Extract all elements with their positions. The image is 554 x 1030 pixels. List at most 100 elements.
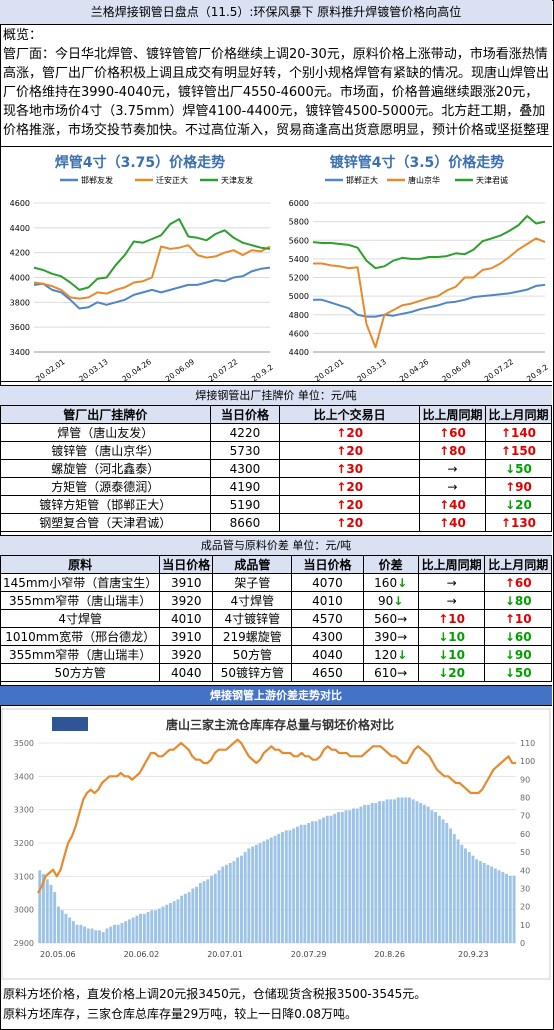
inventory-bar: [139, 913, 143, 943]
y-tick-label: 4400: [289, 348, 309, 357]
table-header-row: 原料 当日价格 成品管 当日价格 价差 比上周同期 比上月同期: [0, 555, 552, 574]
change-vs-last-month: ↓50: [484, 663, 552, 682]
inventory-bar: [157, 908, 161, 943]
change-vs-last-week: →: [417, 573, 486, 592]
inventory-bar: [393, 799, 397, 943]
table-row: 4寸焊管 4010 4寸镀锌管 4570 560→ ↑10 ↑10: [0, 609, 552, 628]
inventory-bar: [269, 837, 273, 943]
inventory-bar: [419, 803, 423, 943]
column-header: 比上周同期: [418, 405, 486, 424]
inventory-bar: [116, 924, 120, 943]
x-tick-label: 20.06.09: [440, 357, 473, 381]
x-tick-label: 20.04.26: [120, 357, 153, 381]
x-tick-label: 20.07.22: [483, 357, 516, 381]
change-vs-last-week: ↑10: [417, 609, 486, 628]
x-tick-label: 20.02.01: [34, 357, 67, 381]
inventory-bar: [501, 872, 505, 943]
inventory-bar: [404, 797, 408, 943]
inventory-bar: [389, 799, 393, 943]
y-right-tick-label: 80: [520, 794, 530, 803]
inventory-bar: [75, 924, 79, 943]
raw-material-price: 4040: [159, 663, 214, 682]
legend-label-1: 邯郸友发: [81, 175, 113, 185]
legend-label-3: 天津君诚: [476, 175, 508, 185]
inventory-bar: [479, 861, 482, 943]
x-tick-label: 20.03.13: [355, 357, 388, 381]
y-right-tick-label: 40: [520, 866, 530, 875]
column-header: 成品管: [212, 555, 293, 574]
brand-logo: [52, 717, 88, 731]
price-value: 4190: [209, 477, 281, 496]
x-tick-label: 20.02.01: [313, 357, 346, 381]
raw-material-price: 3910: [159, 627, 214, 646]
change-vs-last-week: →: [418, 477, 486, 496]
bottom-section-header: 焊接钢管上游价差走势对比: [0, 685, 552, 706]
product-name: 方矩管（源泰德润）: [0, 477, 211, 496]
change-vs-prev-day: ↑20: [279, 513, 420, 532]
inventory-bar: [86, 928, 90, 943]
inventory-bar: [183, 893, 187, 943]
raw-material-price: 4010: [159, 609, 214, 628]
inventory-bar: [426, 806, 430, 943]
inventory-bar: [266, 839, 270, 943]
series-line-1: [313, 283, 546, 318]
column-header: 价差: [362, 555, 419, 574]
inventory-bar: [296, 826, 299, 943]
column-header: 原料: [0, 555, 161, 574]
change-vs-last-week: ↓20: [417, 663, 486, 682]
inventory-bar: [482, 863, 486, 943]
chart-title: 焊管4寸（3.75）价格走势: [55, 154, 225, 171]
table-row: 355mm窄带（唐山瑞丰） 3920 4寸焊管 4010 90↓ → ↓80: [0, 591, 552, 610]
inventory-bar: [493, 868, 497, 943]
x-tick-label: 20.04.26: [398, 357, 431, 381]
inventory-bar: [154, 910, 158, 943]
inventory-bar: [247, 848, 251, 943]
inventory-bar: [355, 808, 359, 943]
raw-material-price: 3920: [159, 645, 214, 664]
change-vs-last-month: ↓20: [484, 495, 553, 514]
x-tick-label: 20.06.09: [164, 357, 197, 381]
y-right-tick-label: 100: [520, 757, 535, 766]
inventory-bar: [146, 912, 150, 943]
summary-section: 概览： 管厂面：今日华北焊管、镀锌管管厂价格继续上调20-30元，原料价格上涨带…: [3, 26, 551, 140]
raw-material-name: 4寸焊管: [0, 609, 161, 628]
column-header: 当日价格: [209, 405, 281, 424]
y-right-tick-label: 110: [520, 739, 535, 748]
inventory-bar: [512, 875, 516, 943]
table-header-row: 管厂出厂挂牌价 当日价格 比上个交易日 比上周同期 比上月同期: [0, 405, 553, 424]
spread-value: 120↓: [362, 645, 419, 664]
raw-material-name: 50方方管: [0, 663, 161, 682]
change-vs-last-week: ↑40: [418, 513, 486, 532]
finished-pipe-price: 4010: [291, 591, 364, 610]
change-vs-last-week: ↑60: [418, 423, 486, 442]
price-value: 5730: [209, 441, 281, 460]
inventory-bar: [292, 828, 296, 943]
footer-line-2: 原料方坯库存，三家仓库总库存量29万吨，较上一日降0.08万吨。: [3, 1007, 357, 1021]
inventory-bar: [105, 928, 109, 943]
inventory-bar: [213, 873, 217, 943]
inventory-bar: [396, 797, 400, 943]
inventory-bar: [236, 857, 240, 943]
inventory-bar: [120, 923, 124, 943]
legend-label-2: 唐山京华: [408, 175, 440, 185]
inventory-bar: [348, 810, 352, 943]
inventory-bar: [225, 864, 228, 943]
inventory-bar: [437, 815, 441, 943]
table-row: 钢塑复合管（天津君诚） 8660 ↑20 ↑40 ↑130: [0, 513, 553, 532]
inventory-bar: [232, 861, 236, 943]
change-vs-prev-day: ↑20: [279, 423, 420, 442]
inventory-bar: [53, 892, 57, 943]
series-line-1: [33, 266, 271, 310]
product-name: 焊管（唐山友发）: [0, 423, 211, 442]
inventory-bar: [449, 828, 453, 943]
change-vs-last-month: ↑150: [484, 441, 553, 460]
inventory-bar: [90, 928, 94, 943]
inventory-bar: [45, 879, 49, 943]
y-tick-label: 4400: [10, 224, 30, 233]
inventory-bar: [471, 855, 475, 943]
raw-material-name: 355mm窄带（唐山瑞丰）: [0, 645, 161, 664]
y-tick-label: 3400: [10, 348, 30, 357]
footer-line-1: 原料方坯价格，直发价格上调20元报3450元，仓储现货含税报3500-3545元…: [3, 987, 427, 1001]
